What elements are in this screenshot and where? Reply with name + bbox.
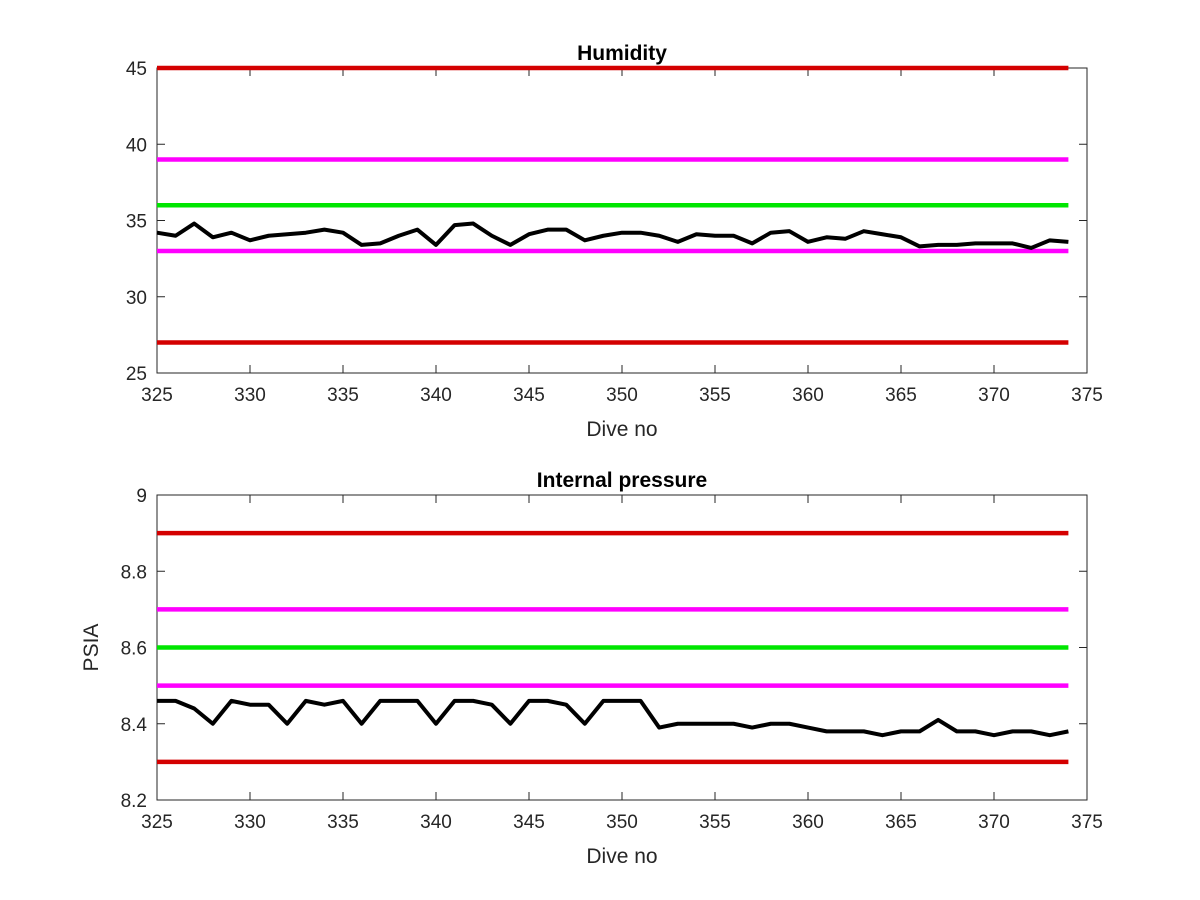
x-tick-label: 365 — [885, 812, 917, 833]
plot-area — [156, 67, 1088, 374]
y-tick-label: 35 — [126, 212, 147, 233]
chart-2: 325 330 335 340 345 350 355 360 365 370 375 8.2 8.4 8… — [80, 469, 1103, 868]
x-axis-label: Dive no — [586, 418, 657, 441]
x-tick-label: 340 — [420, 385, 452, 406]
x-tick-label: 330 — [234, 385, 266, 406]
x-tick-label: 365 — [885, 385, 917, 406]
y-tick-label: 9 — [136, 486, 147, 507]
series-line — [157, 698, 1069, 738]
x-tick-label: 325 — [141, 385, 173, 406]
x-tick-label: 325 — [141, 812, 173, 833]
x-tick-label: 350 — [606, 812, 638, 833]
y-tick-label: 45 — [126, 59, 147, 80]
chart-title: Internal pressure — [537, 469, 707, 492]
y-tick-label: 25 — [126, 364, 147, 385]
x-tick-label: 335 — [327, 385, 359, 406]
y-tick-label: 40 — [126, 135, 147, 156]
x-tick-label: 350 — [606, 385, 638, 406]
x-tick-label: 360 — [792, 812, 824, 833]
series-line — [156, 221, 1069, 250]
chart-1: 325 330 335 340 345 350 355 360 365 370 375 25 30 35 4… — [126, 42, 1103, 441]
x-tick-label: 345 — [513, 385, 545, 406]
x-tick-label: 340 — [420, 812, 452, 833]
y-tick-label: 30 — [126, 288, 147, 309]
x-tick-label: 370 — [978, 812, 1010, 833]
x-tick-label: 355 — [699, 812, 731, 833]
x-tick-label: 330 — [234, 812, 266, 833]
y-tick-label: 8.8 — [121, 562, 147, 583]
y-axis-label: PSIA — [80, 624, 103, 672]
x-tick-label: 335 — [327, 812, 359, 833]
y-tick-label: 8.6 — [121, 639, 147, 660]
x-tick-label: 345 — [513, 812, 545, 833]
x-tick-label: 375 — [1071, 385, 1103, 406]
y-tick-label: 8.4 — [121, 715, 148, 736]
chart-title: Humidity — [577, 42, 667, 65]
x-axis-label: Dive no — [586, 845, 657, 868]
y-tick-label: 8.2 — [121, 791, 147, 812]
x-tick-label: 370 — [978, 385, 1010, 406]
x-tick-label: 360 — [792, 385, 824, 406]
x-tick-label: 375 — [1071, 812, 1103, 833]
x-tick-label: 355 — [699, 385, 731, 406]
